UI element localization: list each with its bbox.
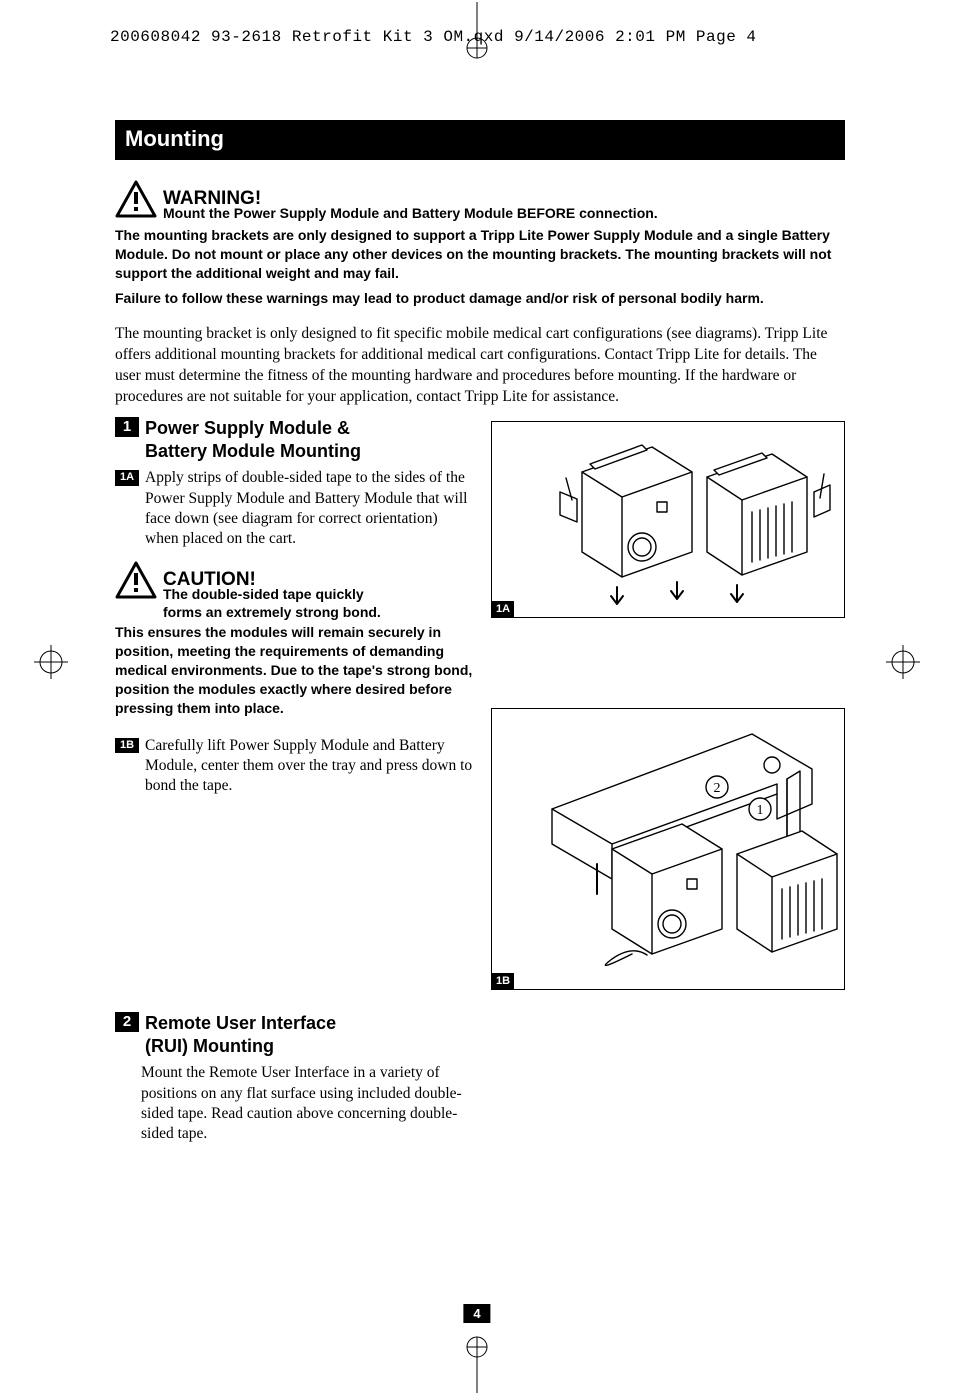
header-meta: 200608042 93-2618 Retrofit Kit 3 OM.qxd …: [110, 28, 757, 46]
figure-1b: 1 2: [491, 708, 845, 990]
step1a-number: 1A: [115, 470, 139, 485]
step1-heading: 1 Power Supply Module & Battery Module M…: [115, 417, 473, 462]
figure-1a-label: 1A: [492, 601, 514, 617]
step2-heading: 2 Remote User Interface (RUI) Mounting: [115, 1012, 473, 1057]
svg-text:1: 1: [757, 803, 764, 818]
step1a-text: Apply strips of double-sided tape to the…: [145, 468, 473, 549]
step2-title-line1: Remote User Interface: [145, 1013, 336, 1033]
step2-number: 2: [115, 1012, 139, 1031]
warning-body-1: The mounting brackets are only designed …: [115, 226, 845, 283]
warning-triangle-icon: [115, 180, 157, 218]
step2-title-line2: (RUI) Mounting: [145, 1036, 274, 1056]
figure-1b-label: 1B: [492, 973, 514, 989]
caution-sub-1: The double-sided tape quickly: [163, 585, 473, 603]
svg-text:2: 2: [714, 781, 721, 796]
warning-body-2: Failure to follow these warnings may lea…: [115, 289, 845, 308]
section-title: Mounting: [115, 120, 845, 160]
page-number: 4: [463, 1304, 490, 1323]
intro-text: The mounting bracket is only designed to…: [115, 324, 845, 408]
step2-text: Mount the Remote User Interface in a var…: [141, 1063, 473, 1144]
caution-body: This ensures the modules will remain sec…: [115, 623, 473, 717]
registration-mark-left: [34, 645, 68, 679]
caution-triangle-icon: [115, 561, 157, 599]
step1-title-line1: Power Supply Module &: [145, 418, 350, 438]
step1a: 1A Apply strips of double-sided tape to …: [115, 468, 473, 549]
step1-number: 1: [115, 417, 139, 436]
figure-1a: 1A: [491, 421, 845, 618]
caution-sub-2: forms an extremely strong bond.: [163, 603, 473, 621]
step1-title-line2: Battery Module Mounting: [145, 441, 361, 461]
warning-block: WARNING! Mount the Power Supply Module a…: [115, 180, 845, 308]
registration-mark-right: [886, 645, 920, 679]
step2-body: Mount the Remote User Interface in a var…: [115, 1063, 473, 1144]
step1b: 1B Carefully lift Power Supply Module an…: [115, 736, 473, 796]
warning-subtitle: Mount the Power Supply Module and Batter…: [163, 204, 845, 222]
step1b-number: 1B: [115, 738, 139, 753]
step1b-text: Carefully lift Power Supply Module and B…: [145, 736, 473, 796]
